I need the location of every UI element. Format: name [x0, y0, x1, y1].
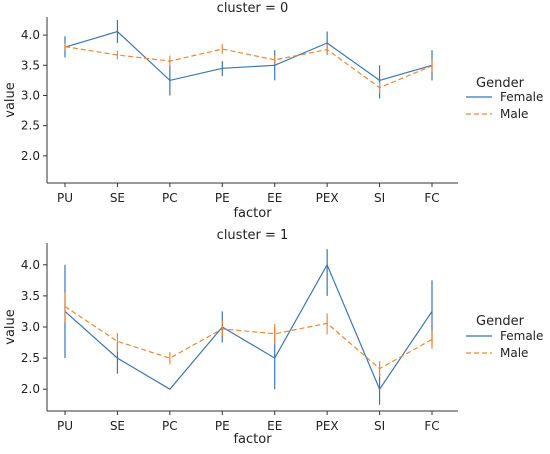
y-tick-label: 2.0 [21, 382, 40, 396]
y-tick-label: 3.0 [21, 88, 40, 102]
x-axis-label: factor [233, 432, 272, 447]
legend-title: Gender [476, 76, 525, 91]
y-axis-label: value [3, 309, 18, 345]
y-axis-label: value [3, 82, 18, 118]
y-tick-label: 3.5 [21, 58, 40, 72]
x-tick-label: PC [162, 191, 178, 205]
legend-title: Gender [476, 314, 525, 329]
x-tick-label: PC [162, 419, 178, 433]
x-tick-label: SI [374, 419, 385, 433]
x-tick-label: PU [57, 191, 73, 205]
y-tick-label: 4.0 [21, 28, 40, 42]
panel-title: cluster = 1 [217, 228, 289, 243]
x-tick-label: PEX [316, 191, 339, 205]
x-tick-label: FC [424, 419, 439, 433]
x-tick-label: FC [424, 191, 439, 205]
y-tick-label: 4.0 [21, 258, 40, 272]
y-tick-label: 3.5 [21, 289, 40, 303]
female-series-line [65, 32, 432, 81]
y-tick-label: 2.0 [21, 149, 40, 163]
x-tick-label: PEX [316, 419, 339, 433]
panel-title: cluster = 0 [217, 1, 289, 16]
x-tick-label: SE [110, 419, 125, 433]
x-tick-label: PE [215, 419, 230, 433]
x-tick-label: SE [110, 191, 125, 205]
x-tick-label: SI [374, 191, 385, 205]
x-tick-label: EE [267, 191, 282, 205]
legend-label-female: Female [500, 329, 543, 343]
x-tick-label: PU [57, 419, 73, 433]
y-tick-label: 3.0 [21, 320, 40, 334]
legend-label-male: Male [500, 346, 528, 360]
x-axis-label: factor [233, 206, 272, 221]
x-tick-label: EE [267, 419, 282, 433]
y-tick-label: 2.5 [21, 351, 40, 365]
female-series-line [65, 265, 432, 389]
legend-label-male: Male [500, 107, 528, 121]
legend-label-female: Female [500, 90, 543, 104]
y-tick-label: 2.5 [21, 119, 40, 133]
x-tick-label: PE [215, 191, 230, 205]
